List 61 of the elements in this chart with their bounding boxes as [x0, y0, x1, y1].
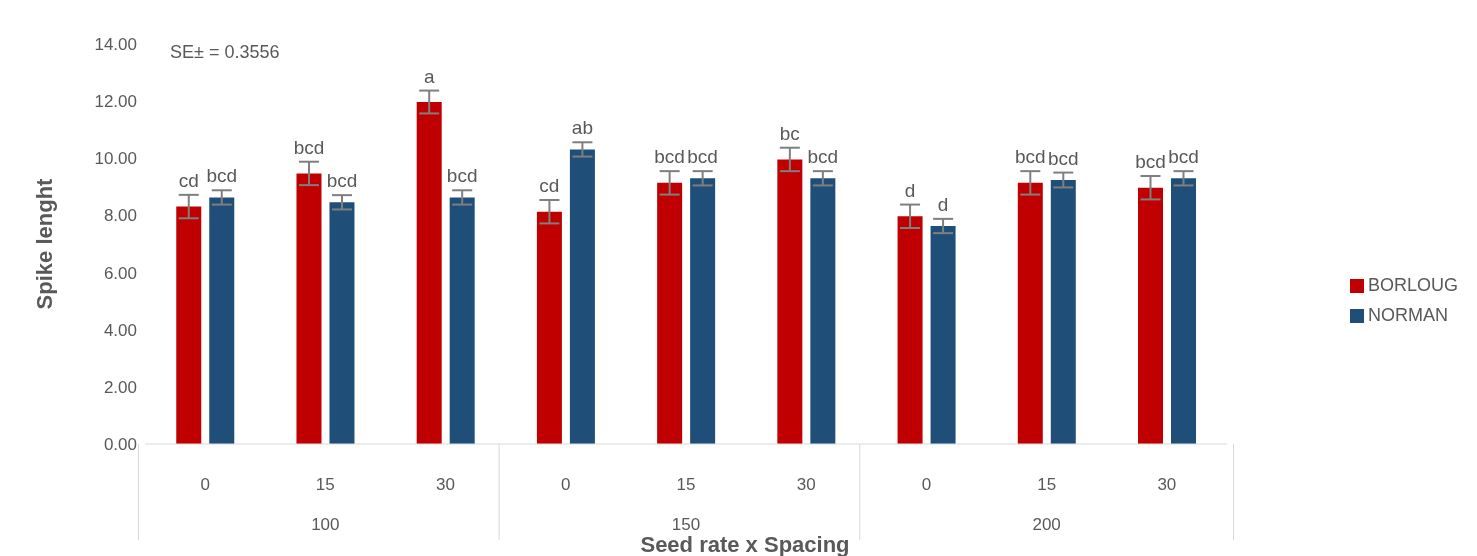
data-label: bcd — [1135, 151, 1166, 172]
y-tick-label: 4.00 — [103, 320, 137, 340]
bar — [536, 211, 562, 444]
data-label: cd — [539, 175, 560, 196]
bar — [176, 206, 202, 444]
bar — [1171, 178, 1197, 444]
bar — [1138, 187, 1164, 444]
bar — [416, 102, 442, 444]
bar — [449, 197, 475, 444]
text: 150 — [671, 515, 701, 534]
x-tick-label: 0 — [561, 475, 571, 494]
data-label: bcd — [1168, 146, 1199, 168]
y-tick-label: 14.00 — [94, 35, 137, 55]
legend-label: NORMAN — [1367, 305, 1448, 325]
text: 100 — [311, 515, 340, 534]
legend-label: BORLOUG — [1367, 275, 1458, 295]
bar — [930, 226, 956, 444]
data-label: bcd — [1014, 146, 1046, 168]
x-tick-label: 15 — [1037, 475, 1057, 494]
x-tick-label: 30 — [796, 475, 816, 494]
x-axis-title: Seed rate x Spacing — [640, 532, 850, 556]
bar — [296, 173, 322, 444]
data-label: bcd — [807, 146, 839, 168]
data-label: bcd — [687, 146, 718, 168]
bar — [329, 202, 355, 444]
data-label: bcd — [326, 170, 358, 192]
data-label: bcd — [446, 165, 478, 187]
bar — [777, 159, 803, 444]
data-label: bcd — [654, 146, 685, 168]
data-label: d — [904, 179, 916, 201]
bar — [810, 178, 836, 444]
x-tick-label: 0 — [921, 475, 932, 494]
data-label: d — [937, 193, 949, 215]
annotation: SE± = 0.3556 — [170, 42, 280, 63]
data-label: a — [423, 65, 435, 87]
bar — [1017, 182, 1043, 444]
x-tick-label: 15 — [676, 475, 696, 494]
text: 200 — [1032, 515, 1061, 534]
y-tick-label: 0.00 — [103, 435, 137, 455]
x-tick-label: 30 — [436, 475, 456, 494]
y-axis-title: Spike lenght — [32, 178, 58, 310]
data-label: cd — [178, 169, 199, 191]
x-tick-label: 30 — [1157, 475, 1177, 494]
data-label: bcd — [206, 165, 238, 187]
data-label: ab — [571, 117, 593, 139]
bar — [1050, 180, 1076, 444]
y-tick-label: 6.00 — [103, 263, 137, 283]
data-label: bcd — [293, 136, 325, 158]
data-label: bc — [779, 122, 800, 144]
y-tick-label: 8.00 — [103, 206, 137, 226]
bar — [209, 197, 235, 444]
bar — [657, 182, 683, 444]
bar — [569, 149, 595, 444]
y-tick-label: 10.00 — [94, 149, 137, 169]
y-tick-label: 12.00 — [94, 92, 137, 112]
bar — [897, 216, 923, 444]
x-tick-label: 0 — [200, 475, 210, 494]
bar — [690, 178, 716, 444]
data-label: bcd — [1047, 147, 1079, 169]
y-tick-label: 2.00 — [103, 377, 137, 397]
x-tick-label: 15 — [315, 475, 335, 494]
